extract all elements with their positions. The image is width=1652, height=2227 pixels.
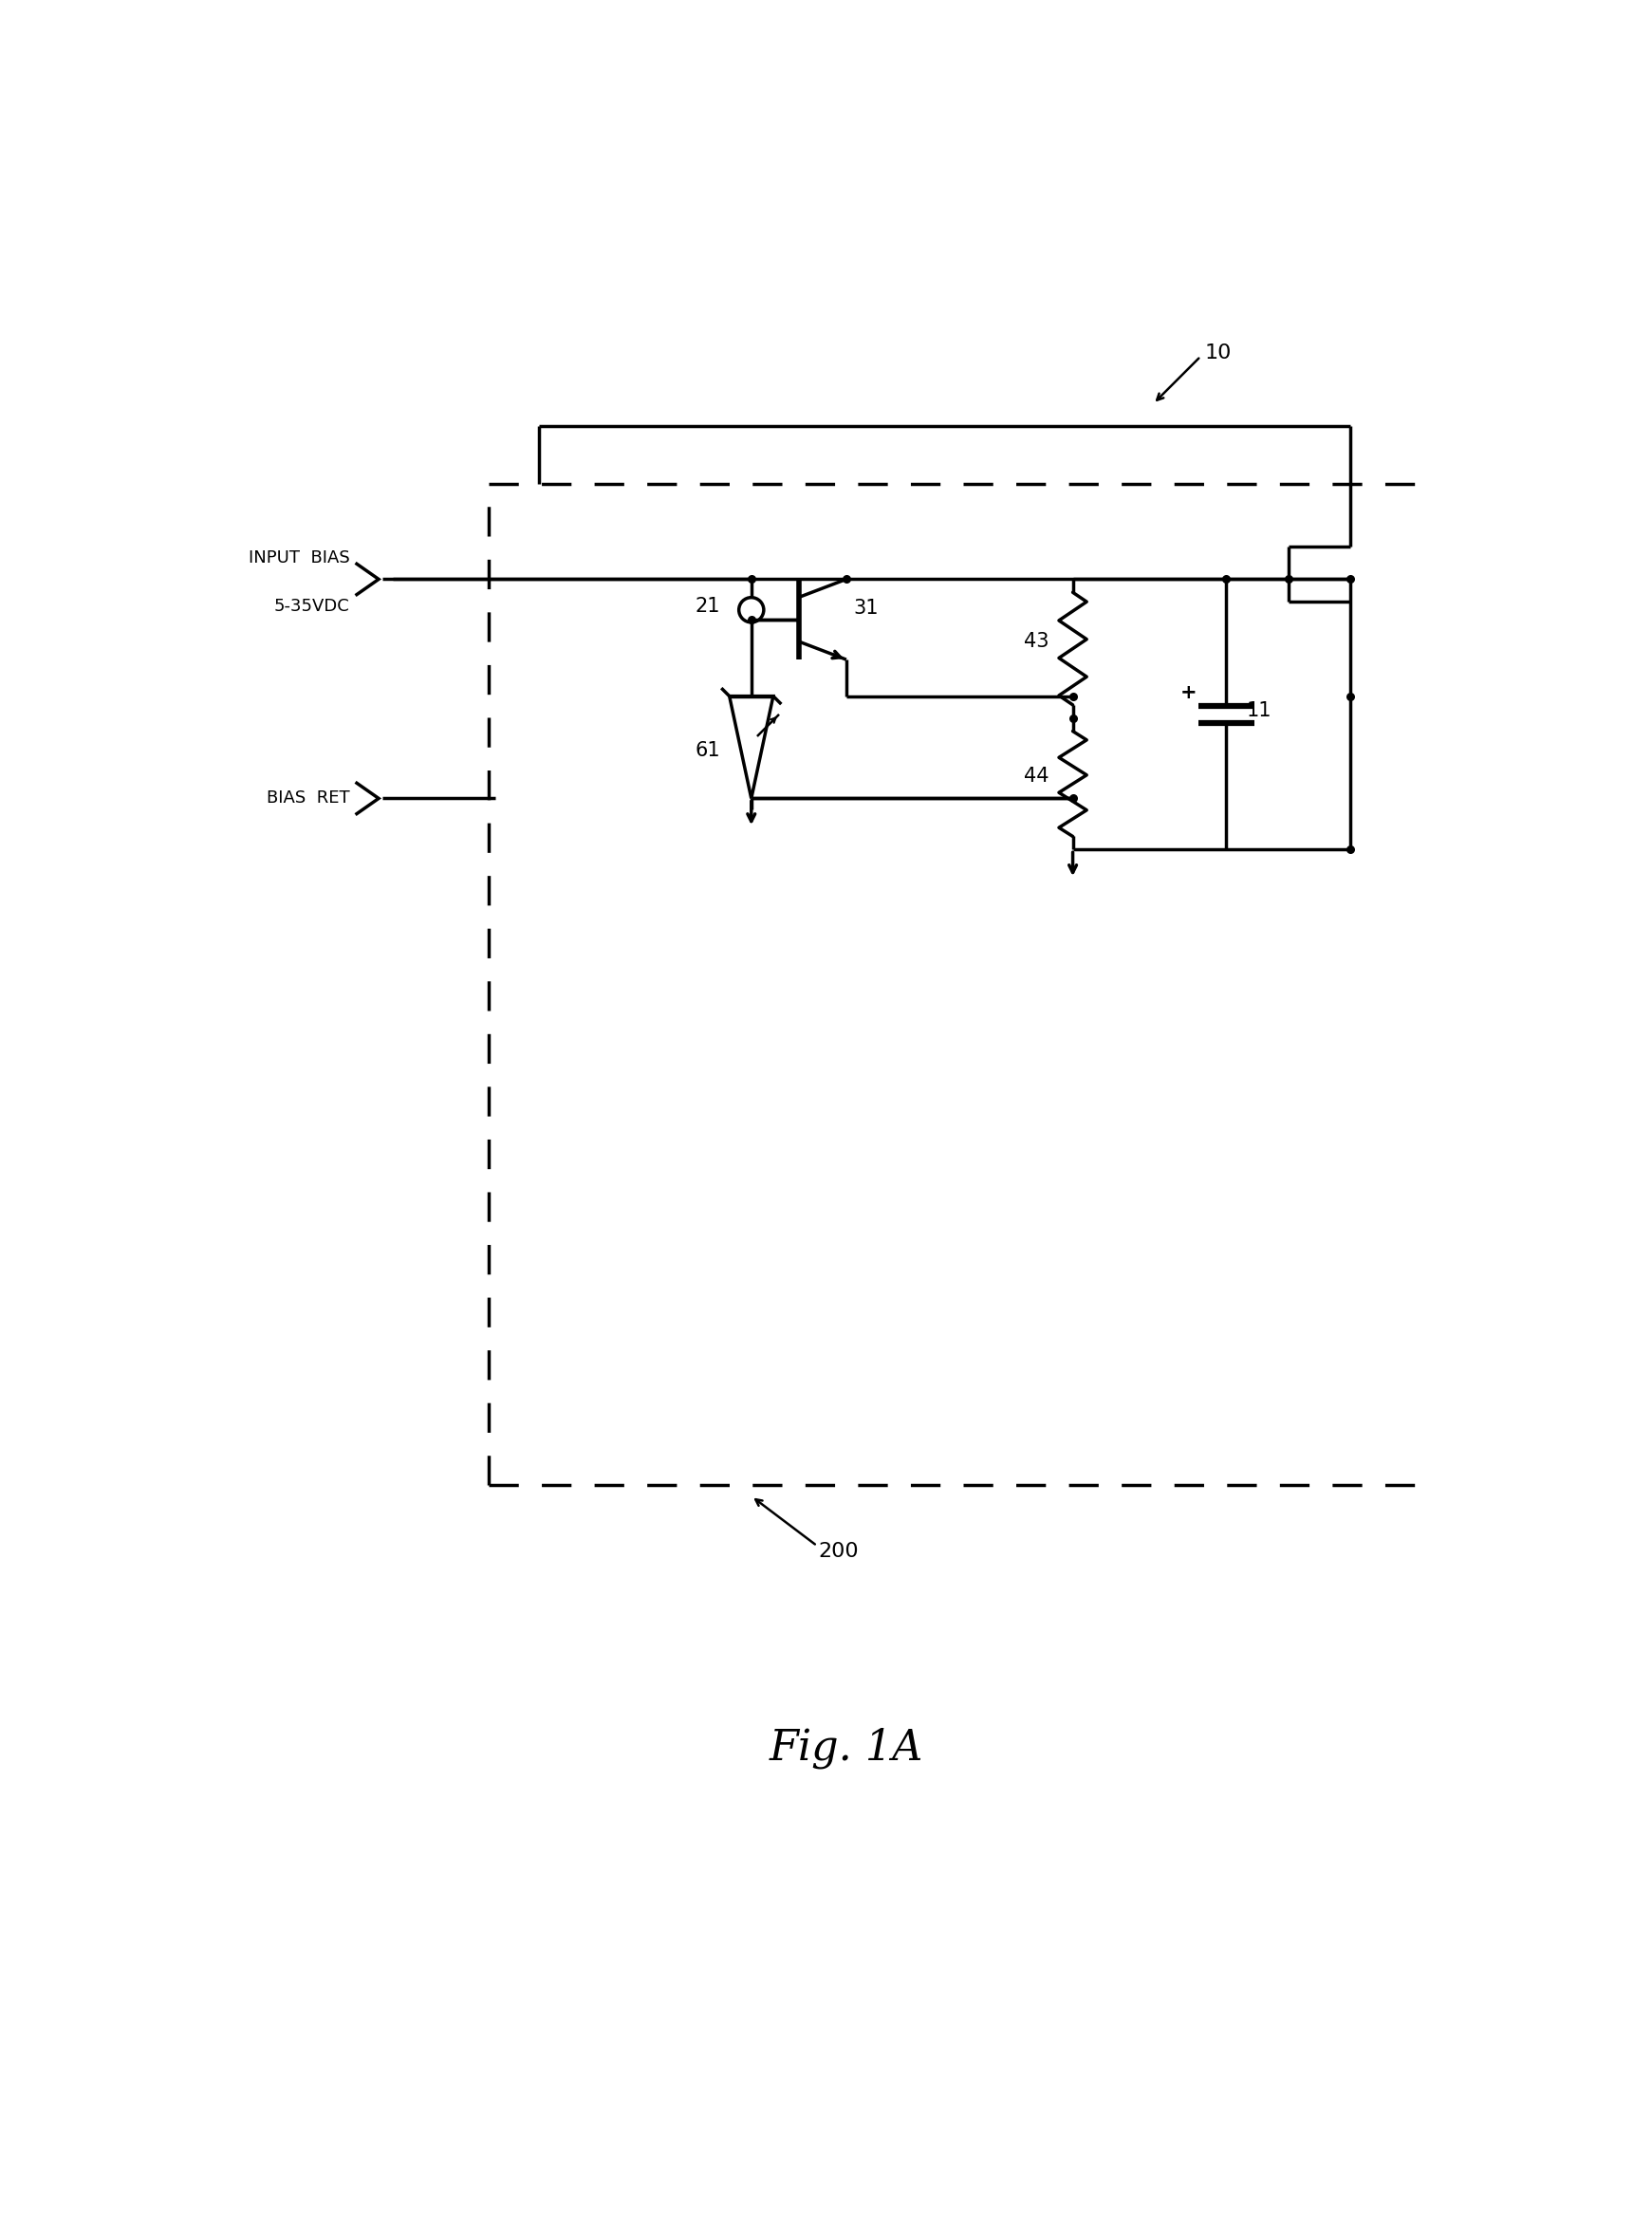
Text: 43: 43 bbox=[1024, 632, 1049, 650]
Text: 5-35VDC: 5-35VDC bbox=[274, 597, 350, 615]
Text: BIAS  RET: BIAS RET bbox=[266, 791, 350, 806]
Text: 31: 31 bbox=[854, 599, 879, 617]
Text: +: + bbox=[1180, 684, 1196, 702]
Text: 61: 61 bbox=[695, 742, 720, 759]
Text: Fig. 1A: Fig. 1A bbox=[770, 1728, 923, 1768]
Text: 200: 200 bbox=[819, 1541, 859, 1561]
Text: 44: 44 bbox=[1024, 766, 1049, 786]
Text: INPUT  BIAS: INPUT BIAS bbox=[248, 550, 350, 566]
Text: 21: 21 bbox=[695, 597, 720, 615]
Text: 11: 11 bbox=[1247, 702, 1272, 719]
Text: 10: 10 bbox=[1204, 343, 1231, 363]
